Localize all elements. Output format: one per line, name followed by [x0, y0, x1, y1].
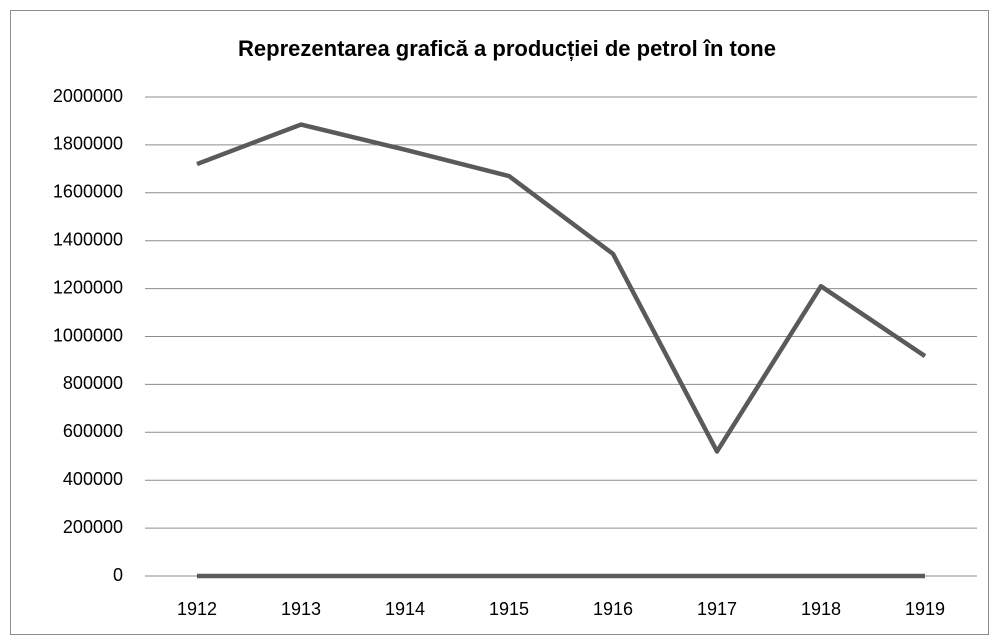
x-tick-label: 1914	[385, 599, 425, 619]
y-tick-label: 1600000	[53, 182, 123, 202]
x-tick-label: 1919	[905, 599, 945, 619]
x-tick-label: 1918	[801, 599, 841, 619]
y-tick-label: 600000	[63, 421, 123, 441]
y-tick-label: 800000	[63, 373, 123, 393]
x-tick-label: 1917	[697, 599, 737, 619]
x-tick-label: 1913	[281, 599, 321, 619]
y-tick-label: 1800000	[53, 134, 123, 154]
y-tick-label: 1200000	[53, 277, 123, 297]
y-tick-label: 1000000	[53, 325, 123, 345]
y-tick-label: 2000000	[53, 86, 123, 106]
chart-title: Reprezentarea grafică a producției de pe…	[238, 36, 776, 61]
x-tick-label: 1916	[593, 599, 633, 619]
x-tick-label: 1912	[177, 599, 217, 619]
chart-frame	[10, 10, 989, 635]
y-tick-label: 1400000	[53, 229, 123, 249]
series-line	[196, 122, 927, 454]
y-tick-label: 0	[113, 565, 123, 585]
y-tick-label: 400000	[63, 469, 123, 489]
y-tick-label: 200000	[63, 517, 123, 537]
x-tick-label: 1915	[489, 599, 529, 619]
